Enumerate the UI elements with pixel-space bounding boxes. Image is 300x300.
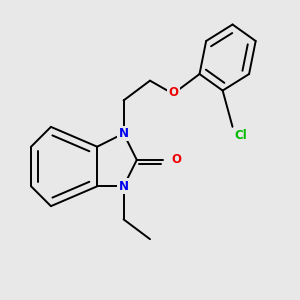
Text: Cl: Cl [234, 128, 247, 142]
Text: N: N [118, 180, 129, 193]
Text: O: O [168, 86, 178, 99]
Text: N: N [118, 127, 129, 140]
Text: O: O [172, 153, 182, 167]
